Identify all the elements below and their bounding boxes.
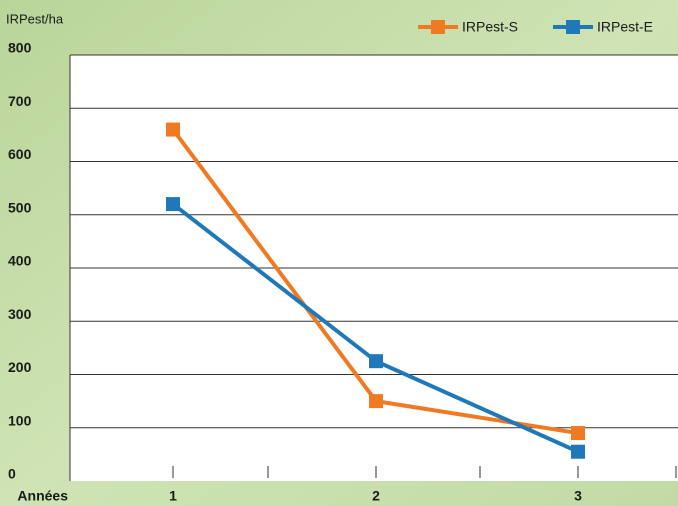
- y-tick-label: 0: [8, 466, 16, 482]
- y-tick-label: 800: [8, 40, 32, 56]
- x-axis-label: Années: [17, 488, 68, 504]
- legend-label: IRPest-E: [597, 19, 653, 35]
- data-point: [369, 394, 383, 408]
- x-tick-label: 3: [574, 488, 582, 504]
- data-point: [571, 445, 585, 459]
- y-tick-label: 600: [8, 146, 32, 162]
- x-tick-label: 1: [169, 488, 177, 504]
- data-point: [369, 354, 383, 368]
- data-point: [166, 197, 180, 211]
- y-tick-label: 400: [8, 253, 32, 269]
- x-tick-label: 2: [372, 488, 380, 504]
- data-point: [571, 426, 585, 440]
- legend-marker: [566, 20, 580, 34]
- legend-label: IRPest-S: [462, 19, 518, 35]
- y-axis-label: IRPest/ha: [6, 11, 64, 26]
- y-tick-label: 200: [8, 359, 32, 375]
- y-tick-label: 700: [8, 93, 32, 109]
- data-point: [166, 123, 180, 137]
- y-tick-label: 300: [8, 306, 32, 322]
- y-tick-label: 100: [8, 412, 32, 428]
- legend-marker: [431, 20, 445, 34]
- chart: IRPest/ha Années IRPest-S IRPest-E 0 100 20…: [0, 0, 678, 506]
- y-tick-label: 500: [8, 199, 32, 215]
